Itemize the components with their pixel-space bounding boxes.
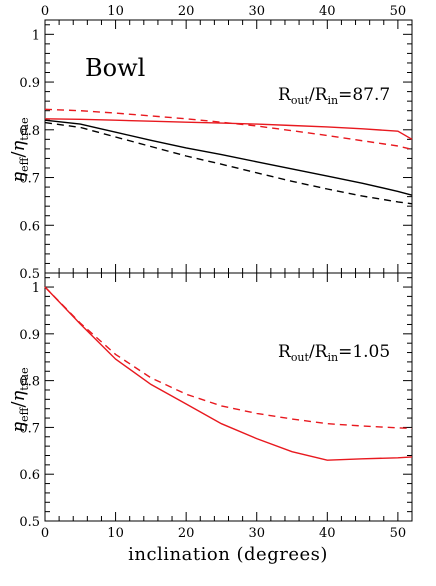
- ratio-annotation-top: Rout/Rin=87.7: [278, 85, 390, 107]
- series-line-black-solid: [44, 119, 413, 196]
- y-tick-labels-bottom: 0.5 0.6 0.7 0.8 0.9 1: [19, 281, 40, 530]
- y-tick-label: 1: [32, 28, 40, 43]
- series-line-red-solid: [44, 286, 413, 461]
- y-tick-label: 0.7: [19, 172, 40, 187]
- x-tick-label-bottom: 0: [41, 526, 49, 541]
- series-line-red-dashed: [44, 286, 413, 430]
- y-tick-label: 0.9: [19, 328, 40, 343]
- y-tick-label: 0.9: [19, 76, 40, 91]
- series-line-black-dashed: [44, 121, 413, 205]
- y-tick-label: 0.6: [19, 468, 40, 483]
- series-bottom: [44, 286, 413, 461]
- series-top: [44, 108, 413, 205]
- x-tick-label-top: 30: [248, 4, 265, 19]
- panel-label: Bowl: [85, 54, 145, 82]
- tick-marks-bottom: [44, 273, 413, 522]
- y-tick-label: 0.8: [19, 124, 40, 139]
- y-tick-label: 0.7: [19, 421, 40, 436]
- x-tick-label-bottom: 50: [390, 526, 407, 541]
- y-tick-label: 0.8: [19, 375, 40, 390]
- y-axis-label-bottom: ηeff/ηtrue: [8, 367, 31, 432]
- panel-top: 0.5 0.6 0.7 0.8 0.9 1 0 10 20 30 40 50 Bowl Rout/R…: [8, 4, 413, 282]
- y-tick-label: 0.6: [19, 219, 40, 234]
- x-tick-labels-top: 0 10 20 30 40 50: [41, 4, 406, 19]
- tick-marks-top: [44, 20, 413, 274]
- y-tick-label: 0.5: [19, 267, 40, 282]
- x-tick-label-top: 40: [319, 4, 336, 19]
- series-line-red-dashed: [44, 108, 413, 151]
- x-tick-label-top: 50: [390, 4, 407, 19]
- x-axis-label: inclination (degrees): [128, 544, 328, 565]
- y-tick-label: 0.5: [19, 515, 40, 530]
- x-tick-label-top: 20: [178, 4, 195, 19]
- plot-frame-bottom: [44, 272, 413, 522]
- x-tick-label-top: 10: [107, 4, 124, 19]
- y-tick-labels-top: 0.5 0.6 0.7 0.8 0.9 1: [19, 28, 40, 282]
- x-tick-label-bottom: 40: [319, 526, 336, 541]
- x-tick-labels-bottom: 0 10 20 30 40 50: [41, 526, 406, 541]
- panel-bottom: 0.5 0.6 0.7 0.8 0.9 1 0 10 20 30 40 50 Rout/Rin=1.…: [8, 272, 413, 565]
- x-tick-label-bottom: 20: [178, 526, 195, 541]
- ratio-annotation-bottom: Rout/Rin=1.05: [278, 342, 390, 364]
- x-tick-label-bottom: 30: [248, 526, 265, 541]
- y-tick-label: 1: [32, 281, 40, 296]
- x-tick-label-bottom: 10: [107, 526, 124, 541]
- x-tick-label-top: 0: [41, 4, 49, 19]
- y-axis-label-top: ηeff/ηtrue: [8, 117, 31, 182]
